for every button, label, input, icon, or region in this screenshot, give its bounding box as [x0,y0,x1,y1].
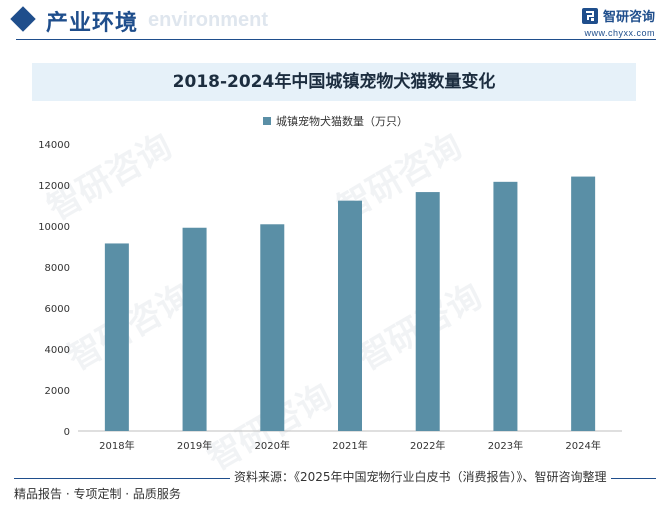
bar [571,176,596,431]
bar [338,200,362,431]
legend-swatch [263,117,271,125]
chart-title: 2018-2024年中国城镇宠物犬猫数量变化 [172,72,496,92]
bar [260,224,285,431]
brand-logo-icon [581,7,598,24]
header-divider [16,39,656,40]
chart-legend: 城镇宠物犬猫数量（万只） [263,113,408,129]
bar [104,243,129,431]
bar [182,227,207,431]
brand[interactable]: 智研咨询 www.chyxx.com [581,6,655,38]
footer-slogan: 精品报告 · 专项定制 · 品质服务 [14,487,181,501]
bar [415,192,440,431]
bar [493,181,518,431]
y-tick-label: 10000 [38,222,70,233]
header: 产业环境 environment 智研咨询 www.chyxx.com [0,0,669,42]
y-tick-label: 4000 [45,345,70,356]
y-tick-label: 0 [64,427,70,438]
chart-title-band [32,63,636,101]
brand-url[interactable]: www.chyxx.com [584,28,655,38]
section-subtitle: environment [148,9,269,31]
x-tick-label: 2020年 [255,439,290,452]
y-tick-label: 8000 [45,263,70,274]
y-tick-label: 6000 [45,304,70,315]
section-title: 产业环境 [46,11,139,36]
x-tick-label: 2021年 [332,439,367,452]
legend-label: 城镇宠物犬猫数量（万只） [276,115,408,128]
brand-name: 智研咨询 [602,10,655,25]
x-tick-label: 2023年 [488,439,523,452]
source-note: 资料来源：《2025年中国宠物行业白皮书（消费报告）》、智研咨询整理 [230,468,611,485]
y-tick-label: 12000 [38,181,70,192]
x-tick-label: 2024年 [565,439,600,452]
x-tick-label: 2018年 [99,439,134,452]
x-tick-label: 2022年 [410,439,445,452]
x-tick-label: 2019年 [177,439,212,452]
y-tick-label: 14000 [38,140,70,151]
y-tick-label: 2000 [45,386,70,397]
